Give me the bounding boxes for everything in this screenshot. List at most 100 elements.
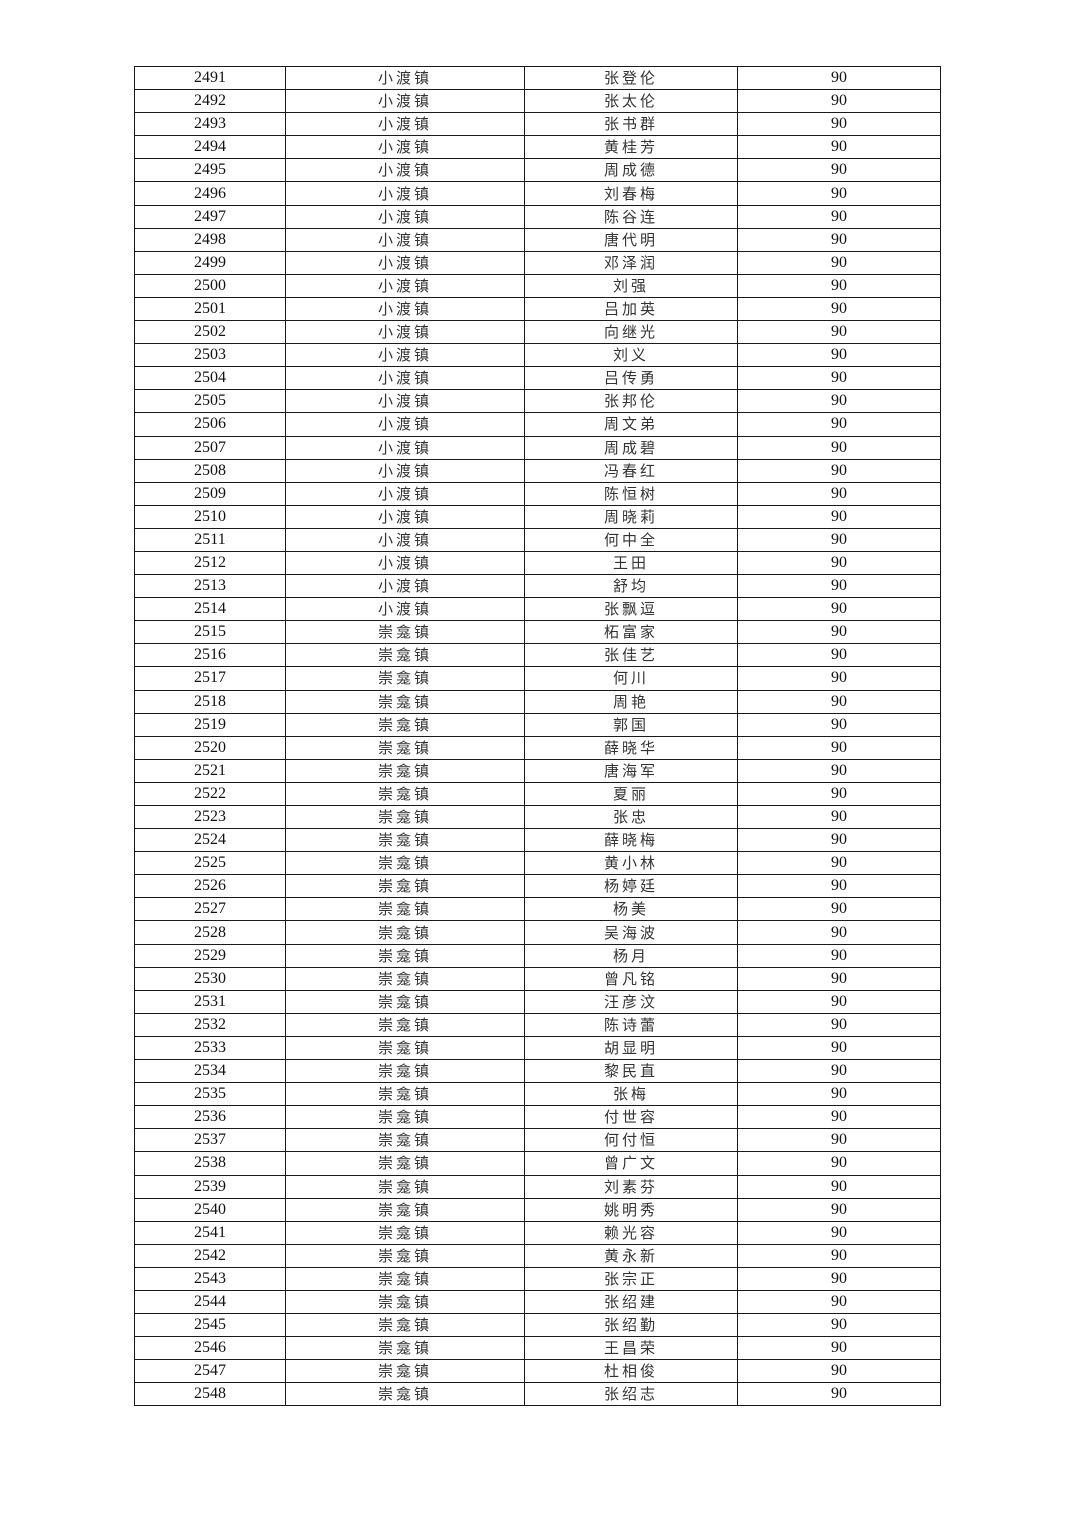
score-cell: 90 — [737, 112, 941, 137]
score-cell: 90 — [737, 689, 941, 714]
score-cell: 90 — [737, 1105, 941, 1130]
name-cell: 刘春梅 — [524, 181, 738, 206]
score-cell: 90 — [737, 897, 941, 922]
name-cell: 胡显明 — [524, 1035, 738, 1061]
table-row: 2543 崇龛镇 张宗正 90 — [134, 1266, 941, 1291]
town-cell: 小渡镇 — [285, 481, 525, 506]
row-number-cell: 2515 — [134, 620, 286, 645]
town-cell: 小渡镇 — [285, 389, 525, 414]
town-cell: 小渡镇 — [285, 65, 525, 91]
row-number-cell: 2548 — [134, 1382, 286, 1407]
name-cell: 唐海军 — [524, 758, 738, 783]
table-row: 2540 崇龛镇 姚明秀 90 — [134, 1197, 941, 1222]
name-cell: 周晓莉 — [524, 504, 738, 529]
table-row: 2523 崇龛镇 张忠 90 — [134, 804, 941, 830]
table-row: 2515 崇龛镇 柘富家 90 — [134, 620, 941, 645]
name-cell: 姚明秀 — [524, 1197, 738, 1222]
table-row: 2514 小渡镇 张飘逗 90 — [134, 597, 941, 622]
table-row: 2513 小渡镇 舒均 90 — [134, 574, 941, 599]
table-row: 2503 小渡镇 刘义 90 — [134, 343, 941, 368]
town-cell: 崇龛镇 — [285, 735, 525, 760]
row-number-cell: 2500 — [134, 273, 286, 298]
town-cell: 崇龛镇 — [285, 1012, 525, 1037]
town-cell: 小渡镇 — [285, 597, 525, 622]
table-row: 2492 小渡镇 张太伦 90 — [134, 89, 941, 114]
town-cell: 崇龛镇 — [285, 1220, 525, 1245]
roster-table: 2491 小渡镇 张登伦 90 2492 小渡镇 张太伦 90 2493 小渡镇 张书群 90 2494… — [134, 65, 941, 1407]
town-cell: 崇龛镇 — [285, 620, 525, 645]
table-row: 2496 小渡镇 刘春梅 90 — [134, 181, 941, 206]
name-cell: 薛晓梅 — [524, 828, 738, 853]
name-cell: 刘素芬 — [524, 1174, 738, 1199]
name-cell: 郭国 — [524, 712, 738, 737]
name-cell: 黄桂芳 — [524, 135, 738, 160]
table-row: 2548 崇龛镇 张绍志 90 — [134, 1382, 941, 1407]
table-row: 2497 小渡镇 陈谷连 90 — [134, 204, 941, 229]
score-cell: 90 — [737, 135, 941, 160]
name-cell: 何付恒 — [524, 1128, 738, 1153]
name-cell: 刘强 — [524, 273, 738, 298]
name-cell: 何中全 — [524, 527, 738, 552]
name-cell: 汪彦汶 — [524, 989, 738, 1014]
score-cell: 90 — [737, 574, 941, 599]
table-row: 2521 崇龛镇 唐海军 90 — [134, 758, 941, 783]
name-cell: 吕加英 — [524, 296, 738, 322]
name-cell: 王昌荣 — [524, 1336, 738, 1361]
table-row: 2520 崇龛镇 薛晓华 90 — [134, 735, 941, 760]
row-number-cell: 2516 — [134, 643, 286, 668]
score-cell: 90 — [737, 1220, 941, 1245]
row-number-cell: 2521 — [134, 758, 286, 783]
row-number-cell: 2504 — [134, 366, 286, 391]
town-cell: 崇龛镇 — [285, 1243, 525, 1268]
town-cell: 崇龛镇 — [285, 1059, 525, 1084]
score-cell: 90 — [737, 389, 941, 414]
score-cell: 90 — [737, 758, 941, 783]
town-cell: 小渡镇 — [285, 204, 525, 229]
town-cell: 崇龛镇 — [285, 1266, 525, 1291]
name-cell: 张宗正 — [524, 1266, 738, 1291]
row-number-cell: 2497 — [134, 204, 286, 229]
score-cell: 90 — [737, 874, 941, 899]
name-cell: 何川 — [524, 666, 738, 691]
row-number-cell: 2508 — [134, 458, 286, 483]
row-number-cell: 2532 — [134, 1012, 286, 1037]
table-row: 2542 崇龛镇 黄永新 90 — [134, 1243, 941, 1268]
row-number-cell: 2537 — [134, 1128, 286, 1153]
name-cell: 张飘逗 — [524, 597, 738, 622]
town-cell: 小渡镇 — [285, 458, 525, 483]
row-number-cell: 2507 — [134, 435, 286, 460]
name-cell: 曾广文 — [524, 1151, 738, 1176]
row-number-cell: 2541 — [134, 1220, 286, 1245]
name-cell: 杨月 — [524, 943, 738, 968]
name-cell: 张绍志 — [524, 1382, 738, 1407]
town-cell: 小渡镇 — [285, 250, 525, 275]
row-number-cell: 2494 — [134, 135, 286, 160]
name-cell: 张太伦 — [524, 89, 738, 114]
town-cell: 小渡镇 — [285, 273, 525, 298]
name-cell: 张邦伦 — [524, 389, 738, 414]
table-row: 2511 小渡镇 何中全 90 — [134, 527, 941, 552]
table-row: 2506 小渡镇 周文弟 90 — [134, 412, 941, 437]
row-number-cell: 2499 — [134, 250, 286, 275]
table-row: 2518 崇龛镇 周艳 90 — [134, 689, 941, 714]
score-cell: 90 — [737, 989, 941, 1014]
table-row: 2531 崇龛镇 汪彦汶 90 — [134, 989, 941, 1014]
row-number-cell: 2530 — [134, 966, 286, 991]
town-cell: 崇龛镇 — [285, 943, 525, 968]
name-cell: 张忠 — [524, 804, 738, 830]
table-row: 2538 崇龛镇 曾广文 90 — [134, 1151, 941, 1176]
town-cell: 小渡镇 — [285, 412, 525, 437]
row-number-cell: 2502 — [134, 320, 286, 345]
table-row: 2526 崇龛镇 杨婷廷 90 — [134, 874, 941, 899]
town-cell: 崇龛镇 — [285, 897, 525, 922]
town-cell: 崇龛镇 — [285, 1082, 525, 1107]
row-number-cell: 2531 — [134, 989, 286, 1014]
town-cell: 崇龛镇 — [285, 1336, 525, 1361]
row-number-cell: 2513 — [134, 574, 286, 599]
row-number-cell: 2527 — [134, 897, 286, 922]
score-cell: 90 — [737, 1128, 941, 1153]
table-row: 2502 小渡镇 向继光 90 — [134, 320, 941, 345]
name-cell: 张书群 — [524, 112, 738, 137]
table-row: 2536 崇龛镇 付世容 90 — [134, 1105, 941, 1130]
name-cell: 冯春红 — [524, 458, 738, 483]
